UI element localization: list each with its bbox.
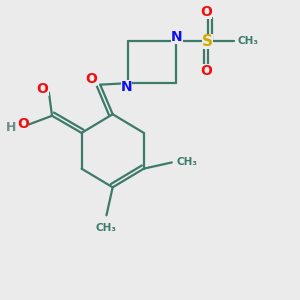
Text: CH₃: CH₃ [96,223,117,233]
Text: O: O [37,82,49,96]
Text: N: N [121,80,133,94]
Text: S: S [202,34,213,49]
Text: O: O [17,117,29,131]
Text: N: N [171,30,183,44]
Text: CH₃: CH₃ [176,158,197,167]
Text: O: O [200,64,212,78]
Text: H: H [6,121,16,134]
Text: O: O [200,4,212,19]
Text: O: O [85,72,97,86]
Text: CH₃: CH₃ [237,36,258,46]
